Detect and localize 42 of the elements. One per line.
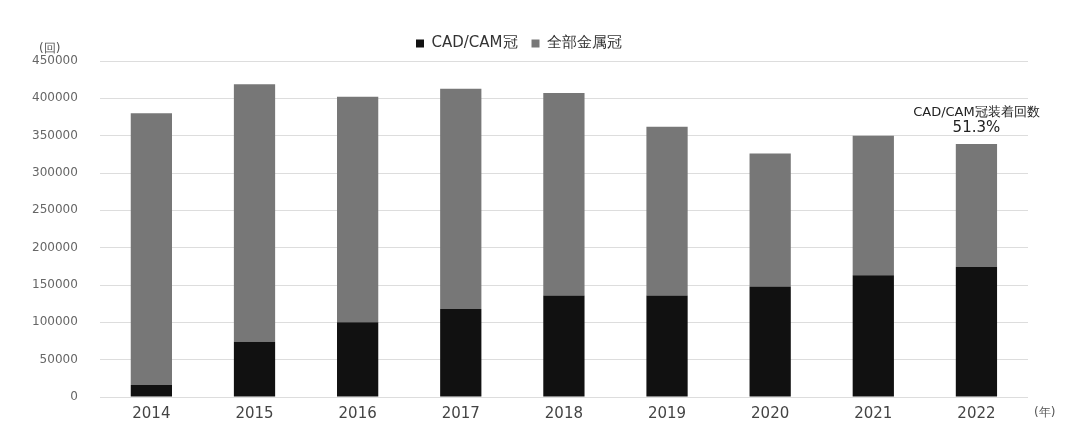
y-tick-label: 250000 [32, 202, 78, 217]
legend-label: CAD/CAM冠 [431, 33, 518, 52]
x-tick-label: 2014 [132, 403, 171, 422]
bar [646, 126, 688, 296]
bar [440, 308, 482, 397]
bar [130, 113, 172, 386]
y-tick-label: 0 [70, 389, 78, 404]
y-tick-label: 450000 [32, 53, 78, 68]
x-tick-label: 2015 [235, 403, 274, 422]
bar [749, 153, 791, 287]
bar [852, 275, 894, 397]
y-tick-label: 300000 [32, 165, 78, 180]
annotation: CAD/CAM冠装着回数 51.3% [913, 103, 1040, 137]
bar [749, 286, 791, 397]
bar [543, 295, 585, 397]
bar [130, 385, 172, 397]
y-tick-label: 50000 [39, 351, 78, 366]
x-tick-label: 2021 [854, 403, 893, 422]
bar [955, 143, 998, 268]
y-tick-label: 200000 [32, 239, 78, 254]
x-tick-label: 2017 [441, 403, 480, 422]
bar [233, 84, 276, 342]
x-axis-title: (年) [1034, 405, 1056, 420]
x-tick-label: 2019 [647, 403, 687, 422]
bar [440, 88, 482, 309]
bar [543, 93, 585, 296]
y-tick-label: 150000 [32, 277, 78, 292]
y-axis-title: (回) [39, 41, 61, 56]
y-tick-label: 350000 [32, 127, 78, 142]
bar [646, 295, 688, 397]
x-tick-label: 2020 [751, 403, 790, 422]
x-tick-label: 2022 [957, 403, 996, 422]
bar [955, 267, 998, 397]
y-tick-label: 100000 [32, 314, 78, 329]
x-tick-label: 2016 [338, 403, 377, 422]
bar [337, 322, 379, 397]
bar [337, 96, 379, 323]
y-tick-label: 400000 [32, 90, 78, 105]
x-tick-label: 2018 [544, 403, 583, 422]
legend-label: 全部金属冠 [547, 33, 623, 52]
bar [233, 341, 276, 397]
bar [852, 135, 894, 276]
